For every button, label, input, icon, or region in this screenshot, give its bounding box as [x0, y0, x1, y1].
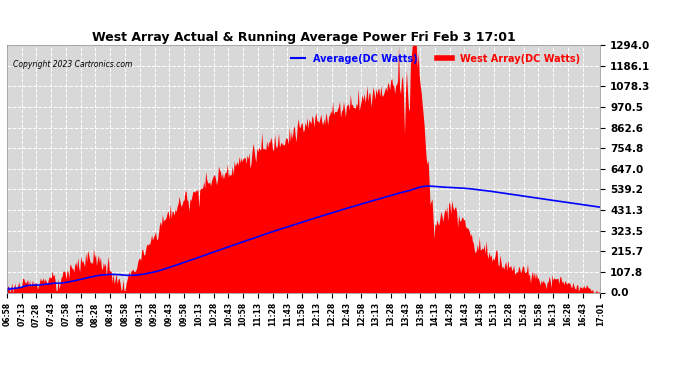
Legend: Average(DC Watts), West Array(DC Watts): Average(DC Watts), West Array(DC Watts)	[287, 50, 584, 68]
Title: West Array Actual & Running Average Power Fri Feb 3 17:01: West Array Actual & Running Average Powe…	[92, 31, 515, 44]
Text: Copyright 2023 Cartronics.com: Copyright 2023 Cartronics.com	[13, 60, 132, 69]
